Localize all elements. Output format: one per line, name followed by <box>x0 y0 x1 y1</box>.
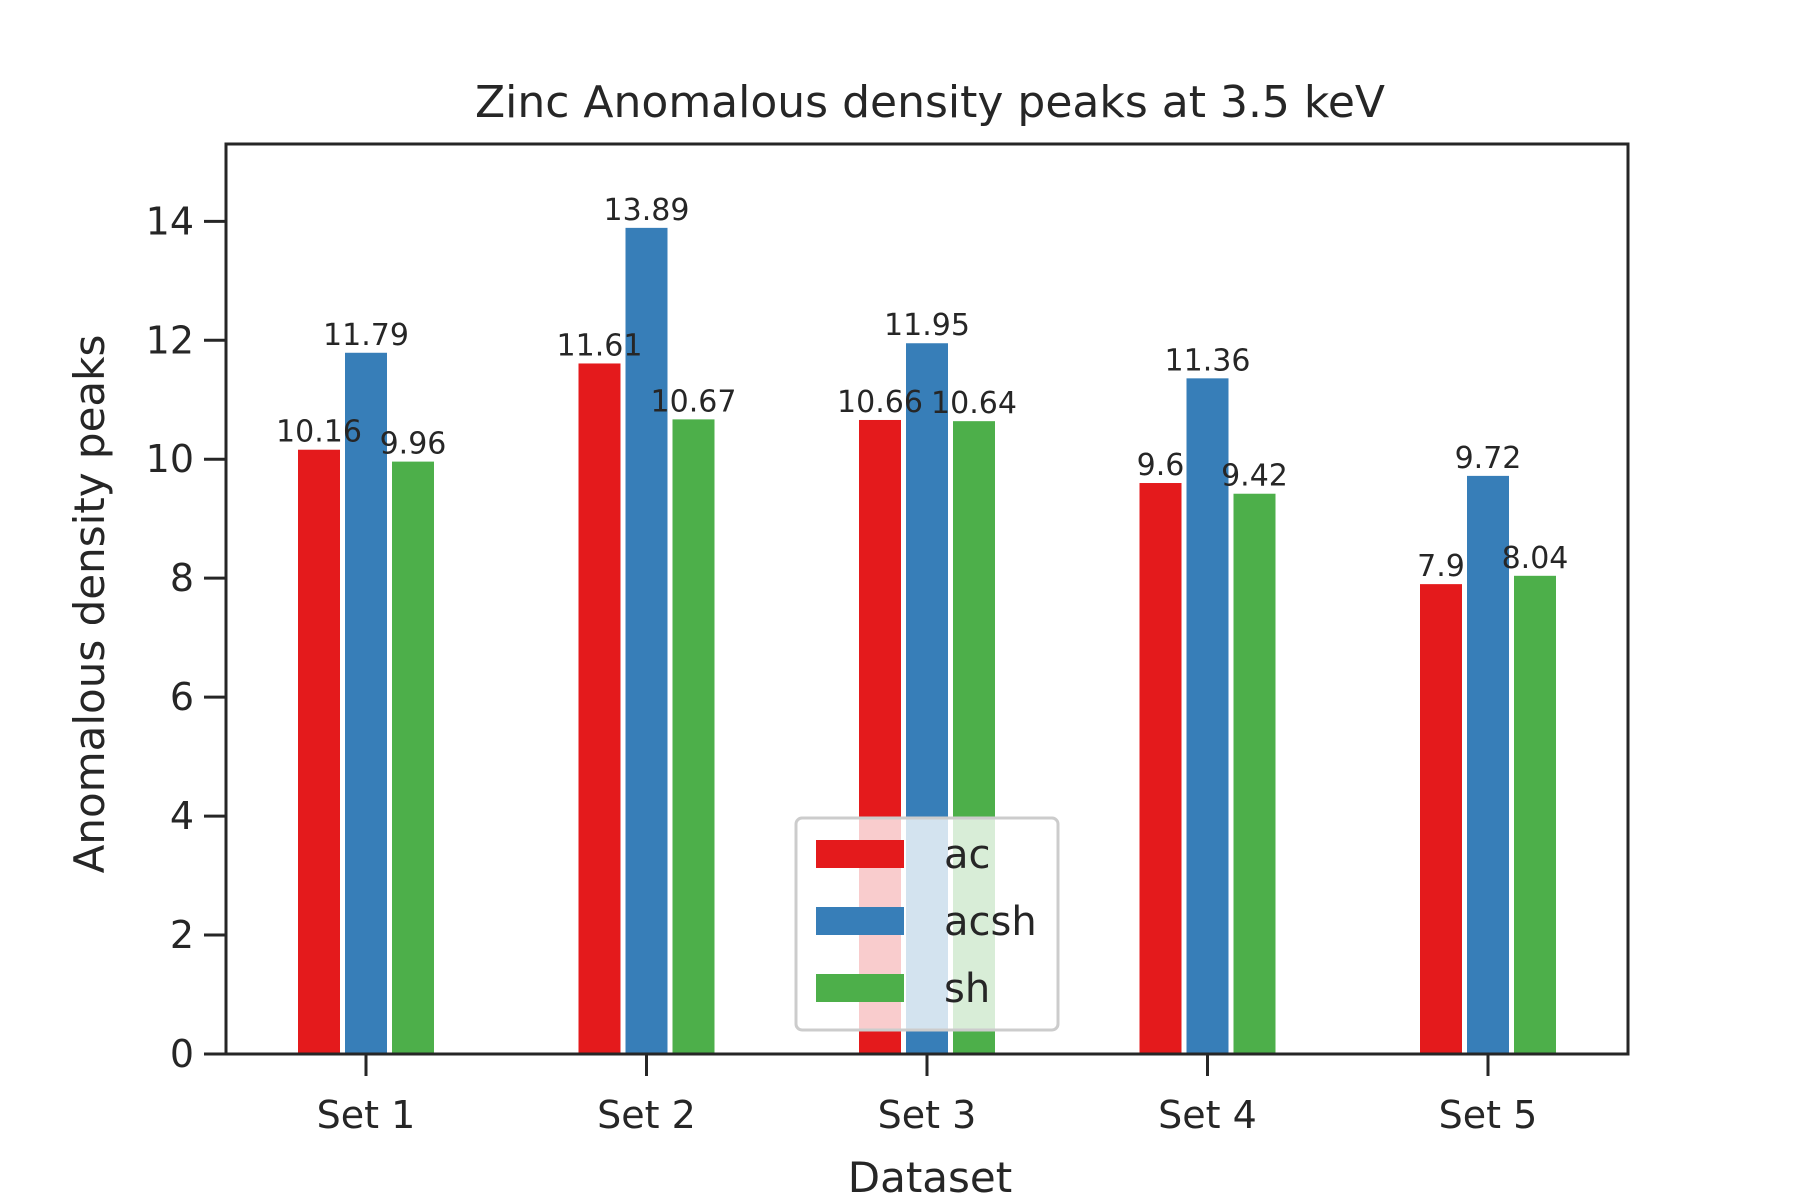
data-label-sh-2: 10.67 <box>651 384 737 419</box>
data-labels-layer: 10.16 11.61 10.66 9.6 7.9 11.79 13.89 11.95 11.3… <box>276 193 1568 584</box>
bar-acsh-4 <box>1186 378 1229 1055</box>
legend-swatch-acsh <box>816 907 904 935</box>
x-tick-label: Set 2 <box>597 1093 696 1137</box>
data-label-ac-3: 10.66 <box>837 385 923 420</box>
legend-label-ac: ac <box>944 832 991 878</box>
bar-sh-2 <box>672 419 715 1054</box>
data-label-ac-4: 9.6 <box>1137 448 1185 483</box>
x-tick-label: Set 5 <box>1439 1093 1538 1137</box>
legend: ac acsh sh <box>794 816 1060 1032</box>
data-label-acsh-3: 11.95 <box>884 308 970 343</box>
x-tick-label: Set 3 <box>878 1093 977 1137</box>
x-axis: Set 1 Set 2 Set 3 Set 4 Set 5 <box>317 1054 1538 1137</box>
data-label-ac-1: 10.16 <box>276 415 362 450</box>
bar-acsh-5 <box>1467 475 1509 1055</box>
bar-ac-2 <box>578 363 621 1054</box>
data-label-acsh-4: 11.36 <box>1165 343 1251 378</box>
bar-sh-5 <box>1514 575 1556 1054</box>
x-tick-label: Set 4 <box>1158 1093 1257 1137</box>
data-label-sh-3: 10.64 <box>931 386 1017 421</box>
y-tick-label: 10 <box>146 437 194 481</box>
bar-acsh-2 <box>625 227 668 1055</box>
legend-label-sh: sh <box>944 966 990 1012</box>
legend-swatch-ac <box>816 840 904 868</box>
data-label-sh-5: 8.04 <box>1502 541 1569 576</box>
y-tick-label: 8 <box>170 556 194 600</box>
bar-ac-1 <box>298 449 340 1055</box>
bar-sh-1 <box>392 461 434 1054</box>
data-label-acsh-1: 11.79 <box>323 318 409 353</box>
data-label-ac-5: 7.9 <box>1417 549 1465 584</box>
x-tick-label: Set 1 <box>317 1093 416 1137</box>
data-label-sh-1: 9.96 <box>380 427 447 462</box>
data-label-acsh-2: 13.89 <box>604 193 690 228</box>
bar-ac-5 <box>1420 584 1462 1054</box>
y-tick-label: 14 <box>146 199 194 243</box>
data-label-ac-2: 11.61 <box>557 328 643 363</box>
chart-title: Zinc Anomalous density peaks at 3.5 keV <box>475 77 1385 128</box>
y-tick-label: 12 <box>146 318 194 362</box>
y-tick-label: 0 <box>170 1032 194 1076</box>
bar-sh-4 <box>1233 493 1276 1055</box>
bar-acsh-1 <box>345 352 387 1054</box>
x-axis-label: Dataset <box>848 1153 1012 1200</box>
y-axis-label: Anomalous density peaks <box>65 335 114 874</box>
y-tick-label: 4 <box>170 794 194 838</box>
data-label-sh-4: 9.42 <box>1221 459 1288 494</box>
legend-label-acsh: acsh <box>944 899 1037 945</box>
y-tick-label: 6 <box>170 675 194 719</box>
y-tick-label: 2 <box>170 913 194 957</box>
y-axis: 0 2 4 6 8 10 12 14 <box>146 199 226 1076</box>
data-label-acsh-5: 9.72 <box>1455 441 1522 476</box>
legend-swatch-sh <box>816 974 904 1002</box>
bar-ac-4 <box>1139 483 1182 1054</box>
